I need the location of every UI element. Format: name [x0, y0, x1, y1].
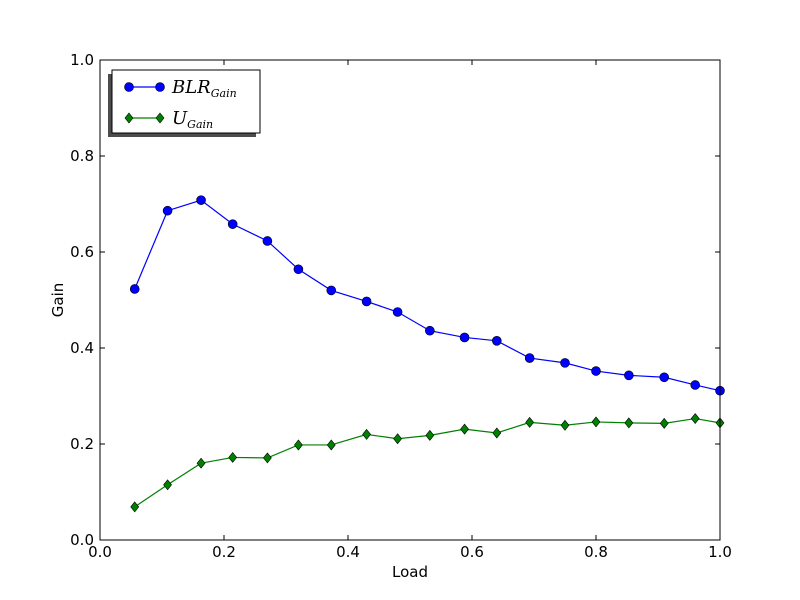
x-tick-label: 0.4	[336, 543, 360, 561]
data-point	[263, 452, 272, 464]
data-point	[624, 370, 634, 381]
legend-box	[111, 69, 261, 134]
legend-item: BLRGain	[124, 77, 237, 100]
data-point	[262, 236, 273, 246]
ticks-layer: 0.0 0.2 0.4 0.6 0.8 1.0 0.0 0.2 0.4 0.6 0.8 1.0	[70, 51, 732, 561]
series-line	[134, 199, 721, 392]
data-point	[425, 325, 435, 336]
x-tick-label: 0.6	[460, 543, 484, 561]
y-tick-label: 1.0	[70, 51, 94, 69]
data-point	[326, 285, 337, 296]
y-axis-label: Gain	[49, 283, 67, 318]
data-point	[560, 419, 570, 431]
data-point	[392, 307, 403, 317]
data-point	[591, 416, 601, 428]
data-point	[459, 332, 470, 343]
x-tick-label: 0.0	[88, 543, 112, 561]
x-tick-label: 1.0	[708, 543, 732, 561]
legend-marker	[124, 82, 134, 92]
data-point	[196, 195, 206, 205]
data-point	[591, 366, 601, 376]
y-tick-label: 0.0	[70, 531, 94, 549]
data-point	[293, 264, 304, 275]
data-point	[492, 427, 502, 439]
data-point	[196, 457, 206, 469]
legend-label: UGain	[172, 108, 213, 131]
data-point	[163, 479, 172, 491]
data-point	[228, 451, 238, 463]
data-point	[659, 372, 670, 383]
data-point	[130, 501, 140, 513]
legend-item: UGain	[124, 108, 213, 131]
legend-marker	[155, 82, 165, 92]
data-point	[326, 439, 336, 451]
data-point	[491, 335, 502, 346]
data-point	[460, 423, 469, 435]
data-point	[524, 353, 535, 363]
data-point	[393, 433, 402, 445]
series-line	[134, 417, 721, 508]
plot-frame	[99, 59, 721, 541]
data-point	[162, 205, 173, 216]
legend-marker	[124, 112, 134, 124]
data-point	[525, 416, 535, 428]
data-point	[227, 219, 238, 229]
legend: BLRGain UGain	[108, 69, 261, 137]
legend-marker	[155, 112, 165, 124]
legend-label: BLRGain	[171, 77, 237, 100]
x-axis-label: Load	[392, 563, 428, 581]
x-tick-label: 0.8	[584, 543, 608, 561]
series-u-gain	[130, 413, 725, 513]
y-tick-label: 0.6	[70, 243, 94, 261]
series-layer	[129, 195, 725, 513]
series-blr-gain	[129, 195, 725, 396]
data-point	[425, 429, 435, 441]
data-point	[624, 417, 634, 429]
data-point	[361, 296, 372, 307]
data-point	[659, 417, 669, 429]
data-point	[362, 428, 371, 440]
data-point	[560, 358, 570, 368]
data-point	[690, 413, 700, 425]
data-point	[294, 439, 303, 451]
data-point	[690, 380, 701, 390]
y-tick-label: 0.2	[70, 435, 94, 453]
y-tick-label: 0.8	[70, 147, 94, 165]
data-point	[129, 284, 140, 294]
y-tick-label: 0.4	[70, 339, 94, 357]
x-tick-label: 0.2	[212, 543, 236, 561]
